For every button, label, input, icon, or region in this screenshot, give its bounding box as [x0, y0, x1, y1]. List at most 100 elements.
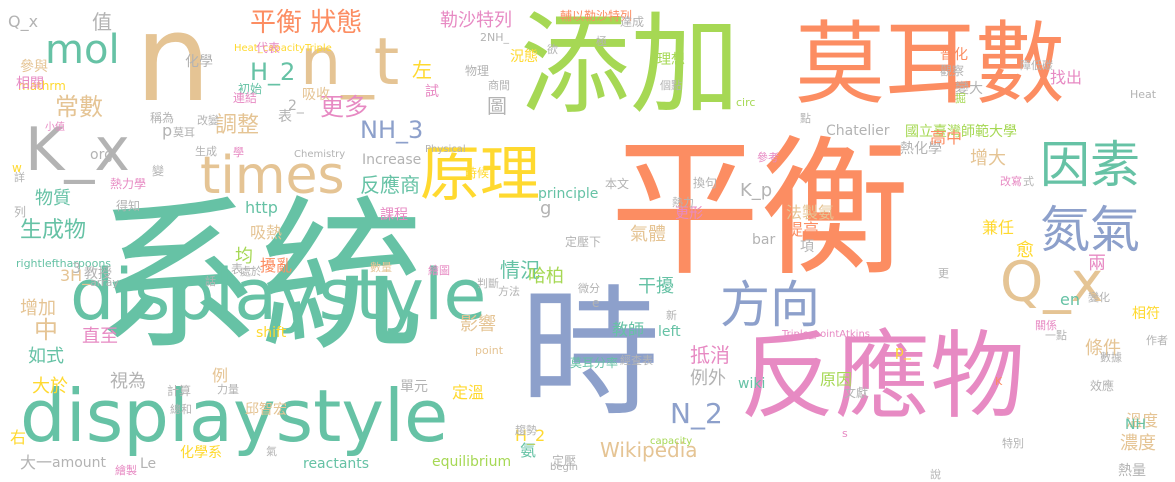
word-chemistry-79: Chemistry: [294, 149, 346, 160]
word-5: 時: [520, 273, 661, 436]
word-164: 欲: [547, 43, 558, 56]
word-bar-66: bar: [752, 232, 776, 248]
word-displaystyle-31: displaystyle: [70, 254, 487, 336]
word-33: 值: [92, 10, 112, 34]
word-heat-capacitytriple-73: Heat_capacityTriple: [234, 43, 332, 54]
word-50: 氣體: [630, 224, 666, 245]
word-158: 掘: [955, 92, 966, 105]
word-circ-82: circ: [736, 96, 756, 109]
word-132: 總和: [170, 403, 192, 416]
word-159: 點: [800, 112, 811, 125]
word-101: 代表: [256, 41, 281, 55]
word-173: 學: [233, 146, 244, 159]
word-116: 繪圖: [428, 264, 450, 277]
word-105: 參與: [20, 59, 48, 75]
word-triple-pointatkins-75: Triple_pointAtkins: [782, 329, 871, 340]
word-92: 熱量: [1118, 463, 1146, 479]
word-p-179: p: [162, 121, 173, 140]
word-161: 商間: [488, 79, 510, 92]
word-n-2: n: [135, 0, 212, 129]
word-org-178: org: [90, 147, 113, 163]
word-39: 條件: [1085, 338, 1121, 359]
word-point-81: point: [475, 344, 504, 357]
word-88: 法製氨: [786, 203, 835, 222]
word-124: 定壓: [552, 454, 577, 468]
word-130: 視為: [110, 371, 146, 392]
word-2-184: 2_: [288, 98, 304, 114]
word-102: 初始: [238, 82, 263, 96]
word-45: 影響: [460, 314, 496, 335]
word-142: 換句: [693, 176, 718, 190]
word-143: 熱力: [672, 196, 694, 209]
word-http-57: http: [245, 198, 278, 217]
word-145: 參考: [757, 151, 779, 164]
word-equilibrium-63: equilibrium: [432, 454, 512, 470]
word-117: 判斷: [477, 277, 499, 290]
word-136: 文獻: [844, 386, 869, 400]
word-displaystyle-7: displaystyle: [20, 374, 449, 458]
word-18: 勒沙特列: [440, 10, 512, 31]
word-48: 如式: [28, 346, 64, 367]
word-150: 關係: [1035, 319, 1057, 332]
word-168: 變: [152, 164, 165, 178]
word-nh-187: NH: [1125, 417, 1146, 433]
word-14: 方向: [720, 276, 820, 334]
word-166: 式: [1023, 175, 1034, 188]
word-3h-85: 3H_: [60, 266, 91, 285]
word-135: 原因: [820, 370, 853, 389]
word-93: 溫度: [1126, 411, 1159, 430]
word-140: 定壓下: [565, 235, 602, 249]
word-119: 微分: [578, 282, 600, 295]
word-114: 處於: [240, 265, 262, 278]
word-162: 物理: [465, 64, 490, 78]
word-106: 相關: [16, 76, 44, 92]
word-w-171: w: [12, 161, 22, 175]
word-46: 中: [34, 316, 58, 344]
word-108: 熱力學: [110, 177, 147, 191]
word-176: 表一: [231, 262, 256, 276]
word-p-180: p_: [895, 344, 911, 360]
word-174: 莫耳: [173, 126, 195, 139]
word-175: 話: [205, 275, 216, 288]
word-107: 小值: [45, 122, 65, 133]
word-g-181: g: [540, 198, 552, 219]
word-shift-70: shift: [256, 325, 287, 341]
word-e-183: e: [592, 296, 600, 310]
word-q-x-15: Q_x: [1000, 250, 1104, 314]
word-22: 更多: [320, 93, 368, 121]
word-99: 輔以勒沙特列: [560, 9, 633, 23]
word-times-10: times: [200, 146, 345, 206]
word-29: 抵消: [690, 343, 730, 367]
word-146: 改寫: [1000, 175, 1022, 188]
word-36: 增大: [970, 148, 1006, 169]
word-189: 氨: [520, 441, 537, 460]
word-17: 平衡 狀態: [250, 8, 363, 38]
word-nh-3-19: NH_3: [360, 116, 424, 144]
word-157: 找出: [1050, 68, 1083, 87]
word-103: 連結: [233, 91, 258, 105]
word-27: 物質: [35, 188, 71, 209]
word-104: 稱為: [150, 111, 175, 125]
word-62: 熱化學: [900, 141, 942, 157]
word-118: 方法: [498, 285, 520, 298]
word-left-69: left: [658, 324, 681, 340]
word-56: 時候: [465, 166, 490, 180]
word-153: 說: [930, 468, 941, 481]
word-163: 試: [425, 84, 439, 100]
word-95: 觀察: [940, 64, 965, 78]
word-133: 力量: [217, 383, 239, 396]
word-125: 趨勢: [515, 424, 537, 437]
word-28: 調整: [215, 113, 260, 138]
word-capacity-76: capacity: [650, 436, 693, 447]
word-167: 改變: [197, 114, 219, 127]
word-120: 莫耳分率: [570, 356, 619, 370]
word-169: 列: [14, 205, 27, 219]
word-154: 特別: [1002, 437, 1024, 450]
word-25: 生成物: [20, 218, 87, 243]
word-h-2-52: H_2: [515, 426, 546, 445]
word-2nh-84: 2NH_: [480, 31, 509, 44]
word-186: 新: [666, 309, 677, 322]
word-12: 因素: [1040, 136, 1140, 194]
word-38: 增加: [20, 298, 56, 319]
word-49: 直至: [82, 326, 118, 347]
